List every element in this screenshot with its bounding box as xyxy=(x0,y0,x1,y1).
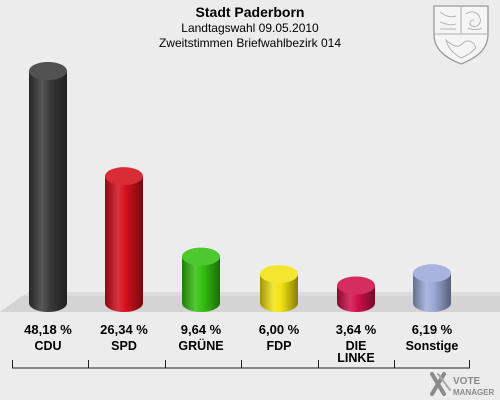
bar-top xyxy=(337,276,375,295)
bar-body xyxy=(105,176,143,312)
coat-of-arms-icon xyxy=(433,5,489,65)
category-label: GRÜNE xyxy=(178,338,223,353)
bar-body xyxy=(182,256,220,312)
bar-fdp xyxy=(260,265,298,312)
bar-body xyxy=(29,71,67,312)
chart-subtitle-2: Zweitstimmen Briefwahlbezirk 014 xyxy=(159,36,341,50)
bar-top xyxy=(182,247,220,266)
ballot-x-icon xyxy=(430,372,451,396)
bar-body xyxy=(260,274,298,312)
value-label: 3,64 % xyxy=(336,322,377,337)
bar-body xyxy=(413,273,451,312)
category-label: LINKE xyxy=(337,351,375,365)
bar-cdu xyxy=(29,62,67,312)
bar-spd xyxy=(105,167,143,312)
value-label: 6,00 % xyxy=(259,322,300,337)
value-label: 6,19 % xyxy=(412,322,453,337)
value-label: 9,64 % xyxy=(181,322,222,337)
bar-grüne xyxy=(182,247,220,312)
bar-top xyxy=(29,62,67,80)
chart-subtitle: Landtagswahl 09.05.2010 xyxy=(181,21,319,35)
category-label: Sonstige xyxy=(406,339,459,353)
bar-die-linke xyxy=(337,276,375,312)
value-label: 48,18 % xyxy=(24,322,72,337)
bar-top xyxy=(413,264,451,283)
bar-sonstige xyxy=(413,264,451,312)
category-label: FDP xyxy=(267,339,292,353)
category-label: DIE xyxy=(346,339,367,353)
bar-top xyxy=(105,167,143,186)
vote-manager-logo: VOTE MANAGER xyxy=(430,372,495,397)
value-label: 26,34 % xyxy=(100,322,148,337)
bar-top xyxy=(260,265,298,284)
logo-manager: MANAGER xyxy=(453,388,495,397)
x-axis xyxy=(12,360,470,369)
category-label: SPD xyxy=(111,339,137,353)
logo-vote: VOTE xyxy=(453,376,481,387)
category-label: CDU xyxy=(34,339,61,353)
chart-title: Stadt Paderborn xyxy=(196,4,305,20)
